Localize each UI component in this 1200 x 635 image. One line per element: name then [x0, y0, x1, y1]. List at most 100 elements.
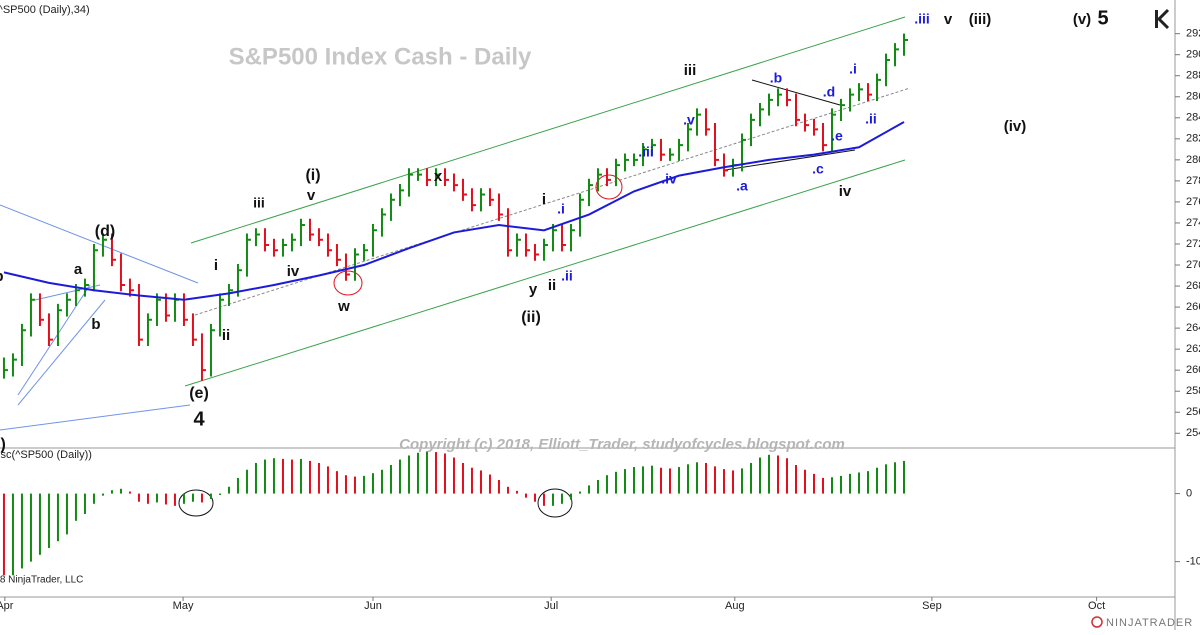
wave-label: y	[529, 281, 538, 298]
price-bar	[776, 88, 782, 107]
wave-label: iii	[684, 62, 697, 79]
osc-bar	[704, 462, 707, 494]
osc-bar	[659, 467, 662, 494]
triangle-line	[34, 284, 101, 301]
copyright: Copyright (c) 2018, Elliott_Trader, stud…	[399, 436, 845, 453]
y-tick-label: 2900	[1186, 49, 1200, 61]
wave-label: (iv)	[1004, 118, 1027, 135]
osc-bar	[20, 493, 23, 569]
osc-bar	[623, 469, 626, 494]
price-bar	[425, 168, 431, 187]
y-tick-label: 2760	[1186, 196, 1200, 208]
osc-bar	[470, 467, 473, 494]
price-bar	[200, 333, 206, 381]
y-tick-label: 2740	[1186, 217, 1200, 229]
price-bar	[407, 168, 413, 197]
osc-bar	[245, 469, 248, 494]
osc-bar	[191, 493, 194, 502]
circle-marker	[178, 489, 214, 517]
osc-bar	[173, 493, 176, 506]
wave-label: iv	[287, 263, 300, 280]
osc-title: Osc(^SP500 (Daily))	[0, 449, 92, 461]
price-bar	[119, 253, 125, 292]
osc-bar	[2, 493, 5, 576]
osc-bar	[398, 459, 401, 494]
price-bar	[317, 228, 323, 247]
price-bar	[191, 313, 197, 346]
wave-label: 4	[193, 408, 205, 430]
osc-bar	[434, 452, 437, 494]
triangle-line	[0, 404, 191, 431]
osc-bar	[506, 486, 509, 494]
wave-label: b	[0, 268, 4, 285]
wave-label: .i	[557, 201, 565, 217]
osc-bar	[92, 493, 95, 504]
price-bar	[542, 238, 548, 261]
osc-bar	[137, 493, 140, 502]
price-bar	[722, 153, 728, 177]
osc-bar	[407, 455, 410, 494]
price-bar	[353, 248, 359, 281]
price-bar	[416, 168, 422, 181]
wave-label: .ii	[865, 111, 877, 127]
wave-label: a	[74, 261, 83, 278]
y-tick-label: -10	[1186, 556, 1200, 568]
osc-bar	[578, 491, 581, 494]
osc-bar	[524, 493, 527, 498]
price-bar	[344, 253, 350, 281]
price-bar	[506, 208, 512, 257]
chart-subtitle: (^SP500 (Daily),34)	[0, 4, 90, 16]
wave-label: (e)	[189, 385, 209, 402]
osc-bar	[209, 493, 212, 500]
y-tick-label: 2780	[1186, 175, 1200, 187]
osc-bar	[596, 479, 599, 494]
price-bar	[893, 43, 899, 67]
osc-bar	[362, 475, 365, 494]
price-bar	[587, 178, 593, 207]
osc-bar	[353, 476, 356, 494]
wave-label: i	[542, 191, 546, 208]
y-tick-label: 2600	[1186, 364, 1200, 376]
osc-bar	[371, 473, 374, 494]
x-tick-label: Jun	[364, 600, 382, 612]
osc-bar	[587, 485, 590, 494]
osc-bar	[695, 462, 698, 494]
osc-bar	[641, 466, 644, 494]
wave-label: ii	[222, 327, 230, 344]
osc-bar	[776, 455, 779, 494]
osc-bar	[11, 493, 14, 576]
price-bar	[2, 357, 8, 379]
osc-bar	[821, 477, 824, 494]
osc-bar	[632, 467, 635, 494]
price-bar	[884, 53, 890, 87]
osc-bar	[902, 460, 905, 494]
price-bar	[821, 123, 827, 152]
price-bar	[92, 243, 98, 292]
osc-bar	[29, 493, 32, 562]
osc-bar	[542, 493, 545, 506]
osc-bar	[290, 459, 293, 494]
osc-bar	[146, 493, 149, 504]
wave-label: (d)	[95, 223, 115, 240]
y-tick-label: 2540	[1186, 427, 1200, 439]
price-bar	[767, 93, 773, 116]
wave-label: (ii)	[521, 309, 541, 326]
osc-bar	[875, 467, 878, 494]
price-bar	[686, 123, 692, 152]
osc-bar	[488, 474, 491, 494]
price-bar	[326, 233, 332, 257]
moving-average	[3, 121, 905, 301]
osc-bar	[884, 464, 887, 494]
price-bar	[866, 83, 872, 101]
price-bar	[56, 303, 62, 346]
osc-bar	[380, 469, 383, 494]
plot-area	[2, 33, 908, 381]
price-bar	[605, 168, 611, 187]
osc-bar	[200, 493, 203, 503]
circle-marker	[537, 488, 573, 518]
price-bar	[371, 224, 377, 257]
triangle-line	[17, 284, 91, 396]
osc-bar	[740, 468, 743, 494]
